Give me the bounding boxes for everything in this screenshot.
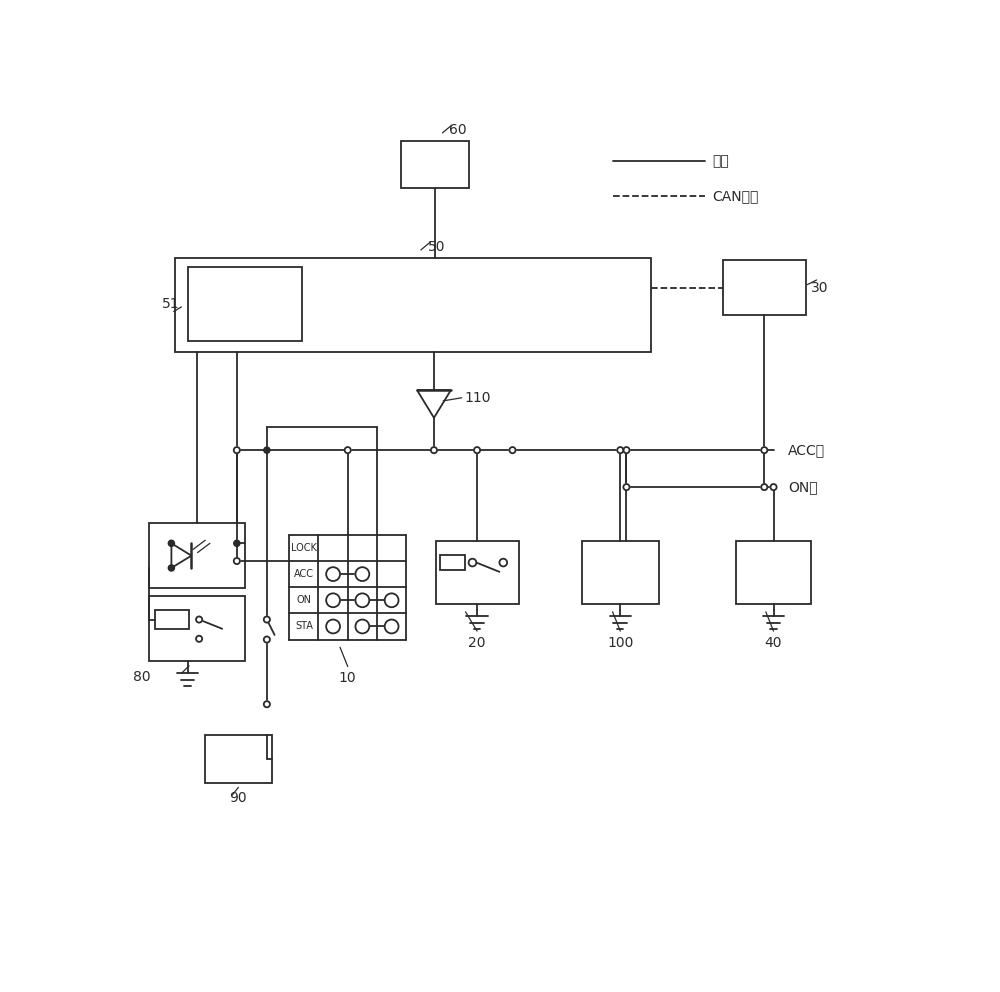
- Circle shape: [617, 447, 623, 453]
- Circle shape: [623, 447, 630, 453]
- Text: ON电: ON电: [788, 480, 818, 494]
- Circle shape: [234, 558, 240, 564]
- Text: 10: 10: [339, 671, 357, 685]
- Circle shape: [385, 620, 399, 634]
- Circle shape: [355, 593, 369, 607]
- Bar: [149, 524, 245, 588]
- Bar: [155, 610, 189, 629]
- Circle shape: [264, 447, 270, 453]
- Circle shape: [770, 484, 777, 490]
- Text: ON: ON: [296, 595, 311, 605]
- Circle shape: [385, 593, 399, 607]
- Bar: [188, 267, 302, 341]
- Circle shape: [761, 484, 767, 490]
- Circle shape: [469, 558, 476, 566]
- Text: 100: 100: [607, 636, 633, 650]
- Circle shape: [168, 541, 174, 547]
- Text: CAN通讯: CAN通讯: [713, 189, 759, 203]
- Circle shape: [623, 484, 630, 490]
- Text: ACC: ACC: [294, 569, 314, 579]
- Circle shape: [196, 636, 202, 642]
- Text: 60: 60: [449, 123, 467, 137]
- Bar: [401, 141, 469, 188]
- Circle shape: [264, 701, 270, 707]
- Text: 51: 51: [162, 297, 179, 310]
- Bar: [723, 260, 806, 315]
- Circle shape: [326, 620, 340, 634]
- Text: 90: 90: [230, 792, 247, 806]
- Bar: [582, 541, 659, 604]
- Circle shape: [264, 616, 270, 623]
- Text: 110: 110: [465, 391, 491, 405]
- Bar: [205, 735, 272, 783]
- Circle shape: [234, 447, 240, 453]
- Circle shape: [355, 567, 369, 581]
- Text: 50: 50: [428, 240, 445, 254]
- Circle shape: [499, 558, 507, 566]
- Circle shape: [474, 447, 480, 453]
- Text: LOCK: LOCK: [291, 543, 317, 553]
- Text: 30: 30: [811, 281, 828, 295]
- Text: 线路: 线路: [713, 155, 729, 169]
- Circle shape: [326, 567, 340, 581]
- Circle shape: [431, 447, 437, 453]
- Text: ACC电: ACC电: [788, 443, 825, 457]
- Circle shape: [355, 620, 369, 634]
- Text: 80: 80: [133, 670, 150, 683]
- Circle shape: [196, 616, 202, 623]
- Circle shape: [168, 564, 174, 571]
- Circle shape: [761, 447, 767, 453]
- Circle shape: [509, 447, 516, 453]
- Bar: [175, 258, 651, 351]
- Text: 20: 20: [468, 636, 486, 650]
- Bar: [440, 555, 465, 570]
- Text: 40: 40: [765, 636, 782, 650]
- Bar: [736, 541, 811, 604]
- Circle shape: [264, 637, 270, 643]
- Bar: [149, 596, 245, 661]
- Circle shape: [345, 447, 351, 453]
- Circle shape: [234, 541, 240, 547]
- Text: STA: STA: [295, 621, 313, 632]
- Bar: [436, 541, 519, 604]
- Circle shape: [326, 593, 340, 607]
